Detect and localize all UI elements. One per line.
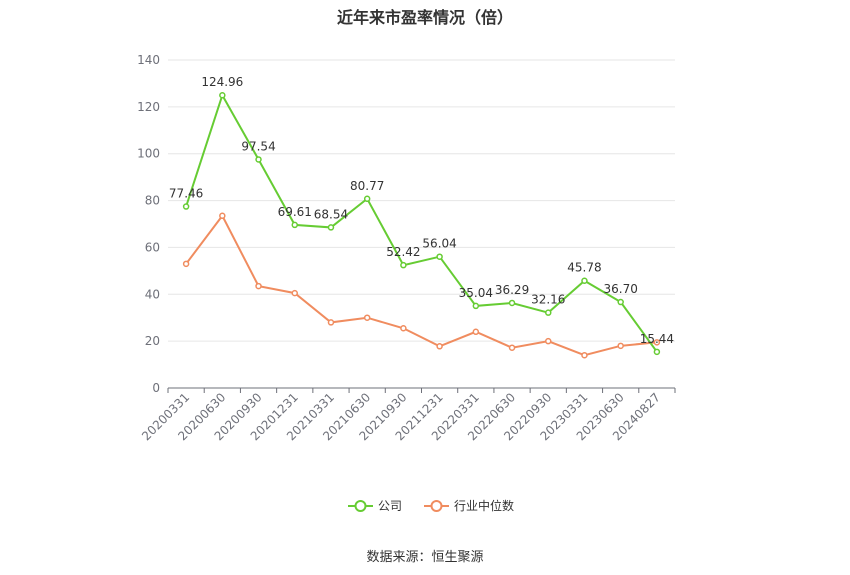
data-point-industry-median [182, 260, 190, 268]
data-point-company [508, 299, 516, 307]
y-tick-label: 20 [145, 334, 160, 348]
data-point-company [617, 298, 624, 306]
data-point-industry-median [653, 339, 661, 346]
data-label: 68.54 [314, 207, 348, 221]
data-label: 124.96 [201, 75, 243, 89]
data-point-company [182, 203, 190, 210]
series-line-industry-median [185, 213, 657, 357]
data-label: 36.70 [603, 282, 637, 296]
data-label: 52.42 [386, 245, 420, 259]
data-point-company [472, 302, 480, 310]
grid-layer [168, 59, 675, 342]
data-point-industry-median [327, 319, 335, 326]
legend: 公司 行业中位数 [348, 498, 514, 513]
data-label: 15.44 [640, 332, 674, 346]
data-point-company [653, 348, 661, 356]
data-point-industry-median [291, 289, 298, 297]
data-point-industry-median [617, 342, 624, 350]
legend-label-industry-median: 行业中位数 [454, 498, 514, 513]
data-point-company [400, 261, 407, 269]
data-point-industry-median [472, 328, 480, 336]
data-point-industry-median [581, 351, 588, 359]
data-label: 32.16 [531, 293, 565, 307]
legend-marker-industry-median [430, 500, 443, 512]
y-tick-label: 100 [137, 147, 160, 161]
data-point-company [581, 277, 588, 284]
y-tick-label: 140 [137, 53, 160, 67]
legend-label-company: 公司 [378, 499, 402, 513]
data-point-industry-median [436, 343, 443, 350]
legend-marker-company [354, 500, 367, 512]
data-point-company [327, 224, 335, 231]
data-label: 36.29 [495, 283, 529, 297]
data-label: 97.54 [241, 139, 275, 153]
data-point-company [363, 195, 371, 203]
data-label: 56.04 [422, 237, 456, 251]
data-point-industry-median [255, 282, 262, 290]
chart-title: 近年来市盈率情况（倍） [336, 8, 513, 27]
y-tick-label: 120 [137, 100, 160, 114]
data-point-industry-median [400, 325, 407, 332]
data-point-company [545, 309, 552, 316]
data-source-note: 数据来源：恒生聚源 [366, 550, 484, 565]
data-point-company [255, 156, 262, 163]
y-tick-label: 40 [145, 287, 160, 301]
data-label: 77.46 [169, 187, 203, 201]
data-label: 35.04 [459, 286, 493, 300]
data-point-industry-median [219, 212, 226, 220]
data-label: 45.78 [567, 261, 601, 275]
data-label: 69.61 [278, 205, 312, 219]
data-point-company [436, 253, 443, 260]
data-point-industry-median [363, 314, 371, 321]
data-point-company [291, 221, 298, 229]
series-line-company [185, 92, 658, 353]
y-tick-label: 80 [145, 194, 160, 208]
series-layer [182, 91, 661, 359]
y-tick-label: 0 [152, 381, 160, 395]
data-point-company [219, 91, 226, 99]
data-label: 80.77 [350, 179, 384, 193]
data-point-industry-median [545, 337, 552, 345]
data-point-industry-median [508, 344, 516, 351]
y-tick-label: 60 [145, 240, 160, 254]
